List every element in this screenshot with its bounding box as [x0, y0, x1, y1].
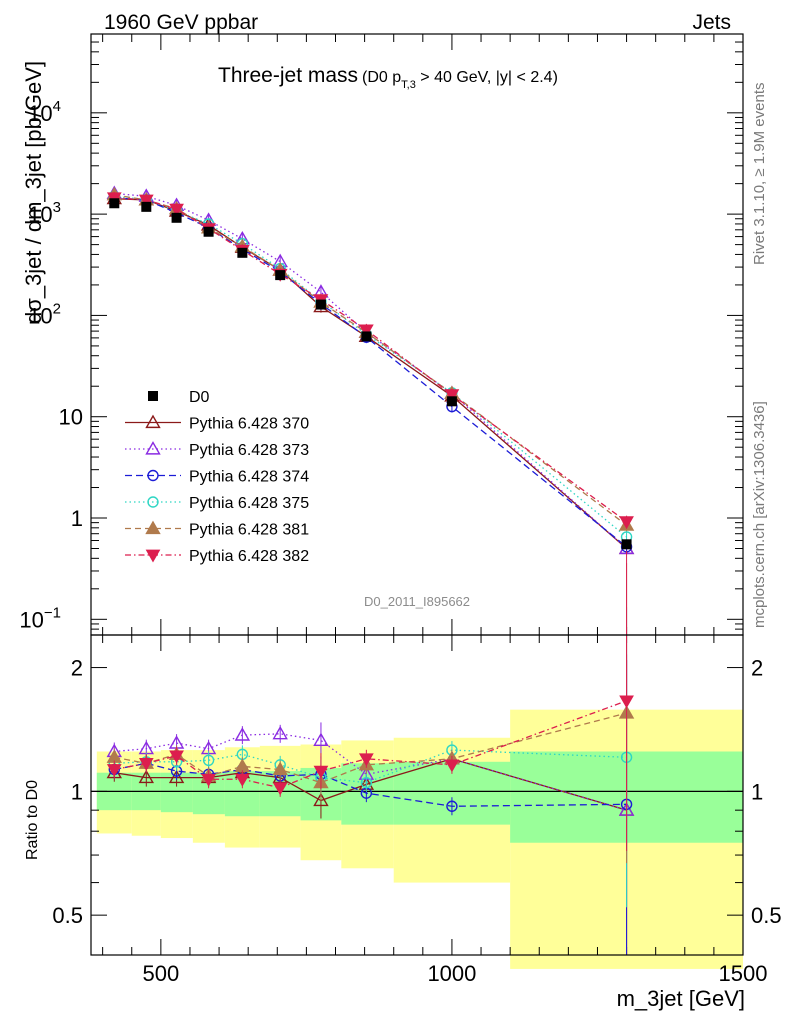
series-point-main-5-9 [619, 516, 634, 530]
ratio-plot-frame [90, 634, 744, 956]
data-point-d0-7 [361, 331, 372, 342]
series-point-ratio-5-6 [313, 765, 329, 779]
series-point-ratio-5-1 [138, 757, 154, 771]
series-point-ratio-5-5 [272, 782, 288, 796]
data-point-d0-3 [203, 226, 214, 237]
mcplots-label: mcplots.cern.ch [arXiv:1306.3436] [751, 401, 768, 628]
series-point-ratio-0-2 [168, 769, 185, 784]
main-plot-frame [90, 33, 744, 636]
main-ytick-label-4: 1 [71, 506, 83, 531]
ratio-ylabel: Ratio to D0 [24, 780, 41, 860]
data-point-d0-4 [237, 247, 248, 258]
series-line-ratio-4 [114, 712, 627, 784]
series-point-ratio-5-4 [234, 773, 250, 787]
header-left: 1960 GeV ppbar [104, 11, 258, 34]
ratio-ytick-label-right-1: 1 [751, 779, 763, 804]
legend-label-4: Pythia 6.428 375 [189, 495, 309, 512]
series-point-ratio-1-4 [234, 727, 251, 741]
series-point-ratio-0-6 [313, 792, 329, 807]
ratio-ytick-label-0: 2 [71, 656, 83, 681]
data-point-d0-8 [446, 396, 457, 407]
xtick-label-0: 500 [142, 961, 179, 986]
main-ytick-label-0: 104 [28, 98, 61, 126]
legend-label-1: Pythia 6.428 370 [189, 416, 309, 433]
series-layer [106, 185, 635, 955]
series-line-ratio-2 [114, 762, 627, 807]
series-point-ratio-5-7 [358, 753, 374, 767]
x-axis-title: m_3jet [GeV] [617, 986, 745, 1011]
series-point-main-5-7 [358, 324, 374, 338]
data-point-d0-9 [621, 539, 632, 550]
main-ytick-label-2: 102 [28, 300, 61, 328]
main-ytick-label-1: 103 [28, 199, 61, 227]
series-point-ratio-5-3 [201, 773, 216, 787]
analysis-id: D0_2011_I895662 [364, 594, 470, 609]
legend-marker-5 [145, 520, 161, 535]
ratio-ytick-label-right-0: 2 [751, 656, 763, 681]
main-title-open: (D0 p [362, 69, 401, 86]
series-line-main-2 [114, 197, 627, 548]
main-ylabel: dσ_3jet / dm_3jet [pb/GeV] [21, 61, 46, 324]
series-point-ratio-3-3 [202, 754, 215, 766]
series-point-main-5-1 [138, 194, 154, 208]
series-point-ratio-4-5 [272, 761, 288, 776]
legend-label-0: D0 [189, 389, 210, 406]
legend-marker-6 [145, 549, 161, 563]
series-point-ratio-5-8 [444, 759, 460, 773]
header-right: Jets [692, 11, 731, 34]
uncertainty-bands [91, 709, 743, 969]
legend: D0 Pythia 6.428 370 Pythia 6.428 373 Pythia… [125, 389, 309, 565]
data-point-d0-0 [109, 198, 120, 209]
main-ytick-label-5: 10−1 [19, 604, 61, 632]
main-title: Three-jet mass (D0 pT,3 > 40 GeV, |y| < 2… [218, 64, 558, 91]
legend-marker-2 [145, 441, 161, 455]
series-point-ratio-2-8 [446, 800, 458, 812]
legend-label-2: Pythia 6.428 373 [189, 442, 309, 459]
data-point-d0-6 [315, 299, 326, 310]
main-title-text: Three-jet mass [218, 64, 358, 87]
series-point-ratio-0-1 [138, 769, 155, 784]
series-point-main-5-8 [444, 389, 460, 403]
series-line-ratio-3 [114, 749, 627, 784]
ratio-ytick-label-1: 1 [71, 779, 83, 804]
data-point-d0-5 [275, 270, 286, 281]
ratio-ytick-label-2: 0.5 [52, 903, 83, 928]
legend-marker-1 [145, 414, 161, 429]
series-point-ratio-5-2 [169, 750, 184, 764]
series-point-ratio-5-0 [106, 764, 122, 778]
series-point-main-5-2 [169, 203, 184, 217]
legend-marker-4 [147, 496, 159, 508]
rivet-label: Rivet 3.1.10, ≥ 1.9M events [751, 83, 768, 266]
series-point-ratio-1-6 [313, 732, 329, 746]
main-title-rest: > 40 GeV, |y| < 2.4) [416, 69, 558, 86]
xtick-label-2: 1500 [719, 961, 768, 986]
legend-label-3: Pythia 6.428 374 [189, 469, 309, 486]
legend-label-5: Pythia 6.428 381 [189, 522, 309, 539]
ratio-ytick-label-right-2: 0.5 [751, 903, 782, 928]
series-point-ratio-5-9 [619, 695, 634, 709]
xtick-label-1: 1000 [427, 961, 476, 986]
series-line-main-5 [114, 197, 627, 523]
series-line-ratio-0 [114, 758, 627, 811]
main-ytick-label-3: 10 [59, 405, 83, 430]
legend-marker-3 [147, 469, 159, 482]
series-point-ratio-3-7 [360, 776, 373, 789]
data-point-d0-1 [141, 201, 152, 212]
legend-label-6: Pythia 6.428 382 [189, 548, 309, 565]
main-title-sub: T,3 [401, 79, 416, 91]
series-point-ratio-1-5 [272, 725, 288, 740]
legend-marker-0 [148, 391, 158, 401]
data-point-d0-2 [171, 212, 182, 223]
